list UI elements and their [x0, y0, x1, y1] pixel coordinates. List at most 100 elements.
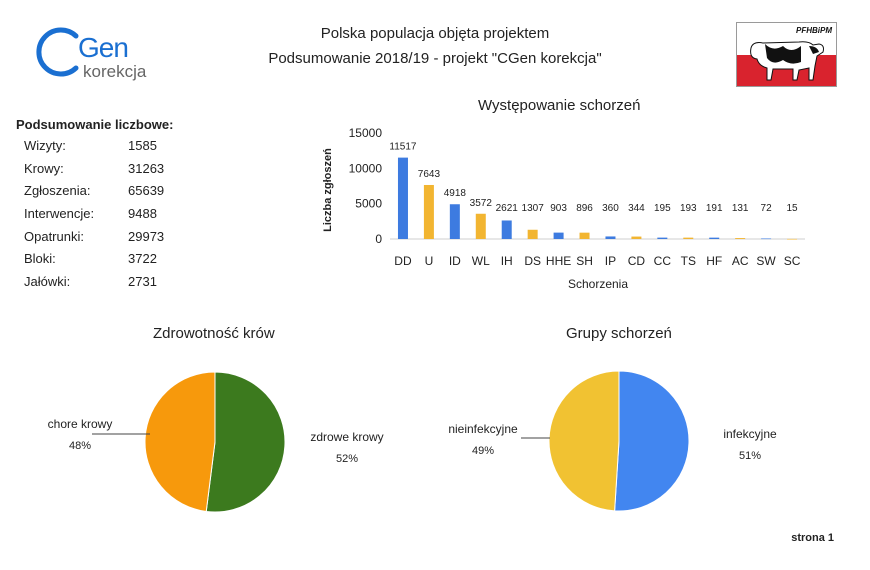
bar-chart-data-label: 360	[602, 203, 619, 214]
bar-chart-data-label: 1307	[522, 203, 545, 214]
summary-label: Wizyty:	[24, 138, 66, 153]
pie-health-slice-label: zdrowe krowy	[310, 430, 383, 444]
pie-groups-slice	[548, 370, 620, 512]
pie-groups-slice	[614, 370, 690, 512]
page-number: strona 1	[791, 532, 834, 544]
bar-chart-data-label: 903	[550, 203, 567, 214]
bar-chart-bar	[761, 238, 772, 240]
summary-row: Interwencje: 9488	[16, 206, 216, 229]
pie-health-slice	[205, 371, 286, 513]
summary-label: Bloki:	[24, 251, 56, 267]
bar-chart-bar	[475, 213, 486, 239]
bar-chart-bar	[501, 220, 512, 239]
pie-health-slice-pct: 48%	[69, 440, 91, 452]
bar-chart-xtick: SC	[784, 254, 801, 268]
bar-chart-bar	[683, 237, 694, 239]
report-title: Polska populacja objęta projektem	[320, 25, 550, 42]
bar-chart-bar	[735, 238, 746, 239]
bar-chart-data-label: 195	[654, 203, 671, 214]
logo-korekcja-text: korekcja	[83, 62, 147, 81]
pie-groups-slice-pct: 49%	[472, 445, 494, 457]
bar-chart-bar	[553, 232, 564, 239]
pfhbipm-logo: PFHBiPM	[736, 22, 837, 87]
bar-chart-data-label: 2621	[496, 203, 519, 214]
bar-chart-bar	[527, 229, 538, 239]
bar-chart-xtick: TS	[681, 254, 696, 268]
summary-value: 9488	[128, 206, 157, 222]
logo-gen-text: Gen	[78, 32, 129, 63]
summary-row: Wizyty: 1585	[16, 138, 216, 161]
summary-value: 65639	[128, 183, 165, 199]
cgen-c-logo-icon	[36, 27, 79, 77]
bar-chart-data-label: 7643	[418, 169, 441, 180]
summary-label: Krowy:	[24, 160, 64, 176]
bar-chart-title: Występowanie schorzeń	[478, 97, 641, 114]
pie-groups-slice-pct: 51%	[739, 450, 761, 462]
summary-label: Zgłoszenia:	[24, 183, 91, 199]
summary-value: 2731	[128, 274, 157, 290]
pie-health-slice-pct: 52%	[336, 453, 358, 465]
bar-chart-xtick: DS	[524, 254, 541, 268]
bar-chart-xtick: SH	[576, 254, 593, 268]
summary-label: Opatrunki:	[24, 228, 84, 244]
bar-chart-xlabel: Schorzenia	[568, 277, 628, 291]
bar-chart-xtick: CC	[654, 254, 672, 268]
cow-icon	[750, 41, 824, 81]
summary-value: 29973	[128, 228, 165, 244]
summary-row: Zgłoszenia: 65639	[16, 183, 216, 206]
bar-chart-xtick: HF	[706, 254, 722, 268]
pie-groups-slice-label: nieinfekcyjne	[448, 422, 518, 436]
bar-chart-data-label: 4918	[444, 188, 467, 199]
bar-chart-data-label: 896	[576, 203, 593, 214]
bar-chart-ytick: 0	[375, 232, 382, 246]
pfhbipm-logo-text: PFHBiPM	[796, 26, 832, 35]
bar-chart-xtick: HHE	[546, 254, 571, 268]
bar-chart-data-label: 191	[706, 203, 723, 214]
report-subtitle: Podsumowanie 2018/19 - projekt "CGen kor…	[268, 50, 602, 67]
bar-chart-xtick: U	[425, 254, 434, 268]
bar-chart-xtick: AC	[732, 254, 749, 268]
bar-chart-data-label: 11517	[389, 142, 417, 153]
cgen-logo: Gen korekcja	[30, 22, 160, 92]
bar-chart-bar	[449, 204, 460, 239]
bar-chart-ytick: 5000	[355, 197, 382, 211]
bar-chart-xtick: IH	[501, 254, 513, 268]
summary-label: Jałówki:	[24, 274, 71, 290]
summary-row: Opatrunki: 29973	[16, 229, 216, 252]
bar-chart-data-label: 15	[786, 203, 798, 214]
bar-chart-xtick: IP	[605, 254, 616, 268]
pie-groups-slice-label: infekcyjne	[723, 427, 777, 441]
bar-chart-bar	[423, 184, 434, 239]
summary-label: Interwencje:	[24, 206, 95, 222]
bar-chart-xtick: DD	[394, 254, 412, 268]
bar-chart-bar	[657, 237, 668, 239]
summary-heading: Podsumowanie liczbowe:	[16, 117, 174, 132]
summary-value: 1585	[128, 138, 157, 153]
bar-chart-bar	[579, 232, 590, 239]
bar-chart-xtick: CD	[628, 254, 646, 268]
summary-value: 3722	[128, 251, 157, 267]
pie-health-slice-label: chore krowy	[48, 417, 113, 431]
bar-chart-ytick: 15000	[349, 126, 383, 140]
summary-row: Jałówki: 2731	[16, 274, 216, 297]
bar-chart-bar	[605, 236, 616, 239]
bar-chart-ylabel: Liczba zgłoszeń	[322, 148, 334, 232]
bar-chart-xtick: ID	[449, 254, 461, 268]
bar-chart-xtick: SW	[756, 254, 776, 268]
bar-chart-bar	[787, 238, 798, 240]
bar-chart-data-label: 193	[680, 203, 697, 214]
pie-health-title: Zdrowotność krów	[153, 325, 275, 342]
summary-row: Krowy: 31263	[16, 161, 216, 184]
bar-chart-data-label: 344	[628, 203, 645, 214]
bar-chart-bar	[397, 157, 408, 239]
bar-chart-bar	[709, 237, 720, 239]
pie-groups-title: Grupy schorzeń	[566, 325, 672, 342]
bar-chart-xtick: WL	[472, 254, 490, 268]
bar-chart-ytick: 10000	[349, 161, 383, 175]
summary-table: Podsumowanie liczbowe: Wizyty: 1585 Krowy…	[16, 117, 216, 297]
summary-row: Bloki: 3722	[16, 251, 216, 274]
bar-chart-bar	[631, 236, 642, 239]
